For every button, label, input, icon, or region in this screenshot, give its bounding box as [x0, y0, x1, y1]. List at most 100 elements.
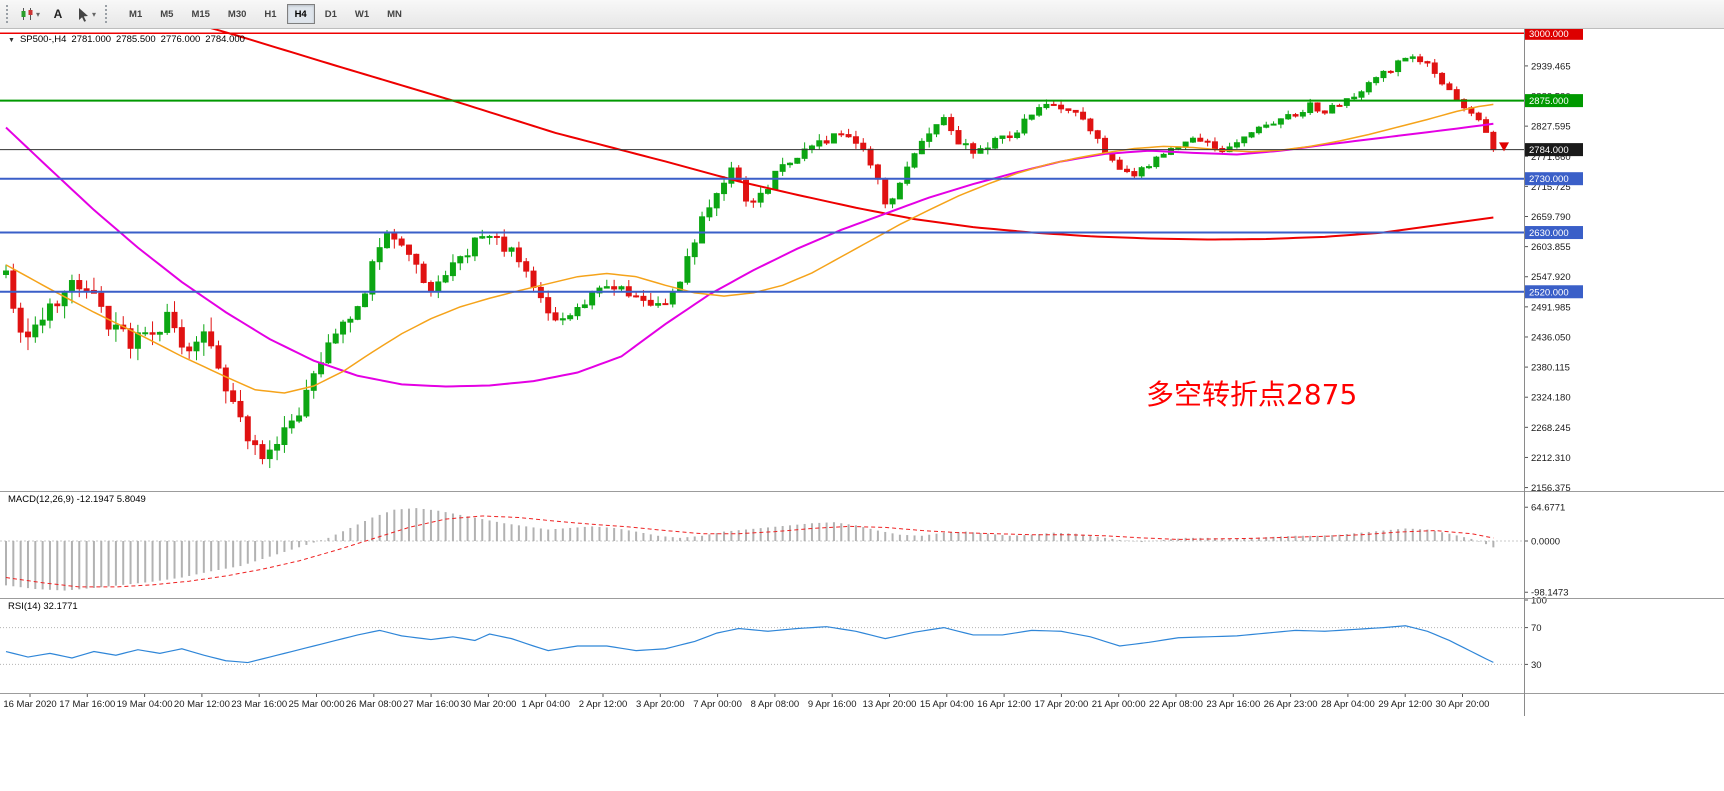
- timeframe-button-mn[interactable]: MN: [387, 8, 402, 20]
- svg-text:2436.050: 2436.050: [1531, 332, 1571, 343]
- price-axis[interactable]: 2939.4652883.5302827.5952771.6602715.725…: [1524, 61, 1571, 494]
- svg-text:2730.000: 2730.000: [1529, 174, 1569, 185]
- svg-text:2784.000: 2784.000: [1529, 145, 1569, 156]
- svg-text:8 Apr 08:00: 8 Apr 08:00: [751, 699, 800, 710]
- svg-text:2875.000: 2875.000: [1529, 96, 1569, 107]
- toolbar-grip[interactable]: [6, 5, 11, 23]
- timeframe-button-h1[interactable]: H1: [264, 8, 277, 20]
- svg-text:13 Apr 20:00: 13 Apr 20:00: [863, 699, 917, 710]
- text-tool-button[interactable]: A: [46, 3, 70, 25]
- svg-text:22 Apr 08:00: 22 Apr 08:00: [1149, 699, 1203, 710]
- svg-text:2939.465: 2939.465: [1531, 61, 1571, 72]
- svg-text:7 Apr 00:00: 7 Apr 00:00: [693, 699, 742, 710]
- svg-text:28 Apr 04:00: 28 Apr 04:00: [1321, 699, 1375, 710]
- svg-text:2659.790: 2659.790: [1531, 212, 1571, 223]
- svg-text:2 Apr 12:00: 2 Apr 12:00: [579, 699, 628, 710]
- symbol-timeframe-label: SP500-,H4: [19, 34, 67, 45]
- timeframe-button-m1[interactable]: M1: [129, 8, 143, 20]
- cursor-pointer-icon: [79, 7, 89, 22]
- svg-text:2771.660: 2771.660: [1531, 152, 1571, 163]
- high-value: 2785.500: [116, 34, 156, 45]
- chart-type-button[interactable]: ▾: [16, 3, 44, 25]
- macd-signal-line: [5, 515, 1494, 588]
- macd-panel: 64.6771 0.0000 -98.1473: [0, 503, 1569, 599]
- panel-separator[interactable]: [0, 598, 1724, 599]
- svg-text:26 Apr 23:00: 26 Apr 23:00: [1264, 699, 1318, 710]
- svg-text:64.6771: 64.6771: [1531, 503, 1565, 514]
- svg-text:2212.310: 2212.310: [1531, 453, 1571, 464]
- price-badges: 3000.000 2875.000 2730.000 2630.000 2520.000…: [1525, 26, 1583, 299]
- svg-text:26 Mar 08:00: 26 Mar 08:00: [346, 699, 402, 710]
- svg-text:70: 70: [1531, 623, 1542, 634]
- svg-text:2715.725: 2715.725: [1531, 182, 1571, 193]
- svg-text:2547.920: 2547.920: [1531, 272, 1571, 283]
- macd-indicator-label: MACD(12,26,9) -12.1947 5.8049: [8, 494, 146, 505]
- svg-text:30: 30: [1531, 660, 1542, 671]
- svg-text:23 Mar 16:00: 23 Mar 16:00: [231, 699, 287, 710]
- close-value: 2784.000: [205, 34, 245, 45]
- toolbar: ▾ A ▾ M1 M5 M15 M30 H1 H4 D1 W1 MN: [0, 0, 1724, 29]
- text-tool-label: A: [53, 7, 63, 21]
- svg-text:2520.000: 2520.000: [1529, 287, 1569, 298]
- toolbar-grip[interactable]: [105, 5, 110, 23]
- svg-text:20 Mar 12:00: 20 Mar 12:00: [174, 699, 230, 710]
- svg-text:2603.855: 2603.855: [1531, 242, 1571, 253]
- timeframe-button-m5[interactable]: M5: [160, 8, 174, 20]
- svg-text:15 Apr 04:00: 15 Apr 04:00: [920, 699, 974, 710]
- svg-text:0.0000: 0.0000: [1531, 537, 1560, 548]
- rsi-panel: 100 70 30: [0, 596, 1547, 671]
- time-axis[interactable]: 16 Mar 2020 17 Mar 16:00 19 Mar 04:00 20 Ma…: [3, 693, 1489, 710]
- svg-text:2827.595: 2827.595: [1531, 122, 1571, 133]
- svg-text:17 Mar 16:00: 17 Mar 16:00: [59, 699, 115, 710]
- price-arrow-marker: [1499, 142, 1509, 152]
- panel-separator[interactable]: [0, 491, 1724, 492]
- svg-text:21 Apr 00:00: 21 Apr 00:00: [1092, 699, 1146, 710]
- svg-text:100: 100: [1531, 596, 1547, 607]
- svg-text:2156.375: 2156.375: [1531, 483, 1571, 494]
- chevron-down-icon: ▾: [36, 9, 41, 19]
- svg-text:23 Apr 16:00: 23 Apr 16:00: [1206, 699, 1260, 710]
- horizontal-level-lines[interactable]: [0, 32, 1524, 293]
- timeframe-button-m30[interactable]: M30: [227, 8, 247, 20]
- low-value: 2776.000: [160, 34, 201, 45]
- svg-text:9 Apr 16:00: 9 Apr 16:00: [808, 699, 857, 710]
- svg-text:17 Apr 20:00: 17 Apr 20:00: [1034, 699, 1088, 710]
- timeframe-button-w1[interactable]: W1: [354, 8, 370, 20]
- timeframe-button-m15[interactable]: M15: [191, 8, 210, 20]
- open-value: 2781.000: [71, 34, 112, 45]
- svg-text:16 Mar 2020: 16 Mar 2020: [3, 699, 56, 710]
- panel-separator[interactable]: [0, 693, 1724, 694]
- svg-text:29 Apr 12:00: 29 Apr 12:00: [1378, 699, 1432, 710]
- svg-text:2491.985: 2491.985: [1531, 302, 1571, 313]
- ma-red-long: [111, 0, 1494, 241]
- cursor-tool-button[interactable]: ▾: [72, 3, 100, 25]
- candlestick-chart-icon: [21, 8, 33, 20]
- svg-text:27 Mar 16:00: 27 Mar 16:00: [403, 699, 459, 710]
- ma-magenta-mid: [5, 122, 1494, 388]
- svg-text:25 Mar 00:00: 25 Mar 00:00: [289, 699, 345, 710]
- timeframe-toolbar: M1 M5 M15 M30 H1 H4 D1 W1 MN: [120, 4, 411, 24]
- svg-text:19 Mar 04:00: 19 Mar 04:00: [117, 699, 173, 710]
- svg-text:3000.000: 3000.000: [1529, 29, 1569, 40]
- svg-text:30 Apr 20:00: 30 Apr 20:00: [1436, 699, 1490, 710]
- ohlc-header: ▼ SP500-,H4 2781.000 2785.500 2776.000 2784.0…: [8, 34, 250, 45]
- timeframe-button-d1[interactable]: D1: [324, 8, 337, 20]
- svg-text:3 Apr 20:00: 3 Apr 20:00: [636, 699, 685, 710]
- svg-text:1 Apr 04:00: 1 Apr 04:00: [521, 699, 570, 710]
- svg-text:16 Apr 12:00: 16 Apr 12:00: [977, 699, 1031, 710]
- svg-text:-98.1473: -98.1473: [1531, 588, 1569, 599]
- symbol-marker-icon: ▼: [8, 37, 15, 44]
- ma-orange-fast: [5, 103, 1494, 394]
- timeframe-button-h4[interactable]: H4: [286, 4, 315, 24]
- chart-annotation: 多空转折点2875: [1146, 378, 1358, 411]
- svg-text:2268.245: 2268.245: [1531, 423, 1571, 434]
- rsi-line: [5, 625, 1494, 664]
- svg-text:30 Mar 20:00: 30 Mar 20:00: [460, 699, 516, 710]
- rsi-indicator-label: RSI(14) 32.1771: [8, 601, 78, 612]
- svg-text:2630.000: 2630.000: [1529, 228, 1569, 239]
- svg-text:2380.115: 2380.115: [1531, 363, 1570, 374]
- svg-text:2324.180: 2324.180: [1531, 393, 1571, 404]
